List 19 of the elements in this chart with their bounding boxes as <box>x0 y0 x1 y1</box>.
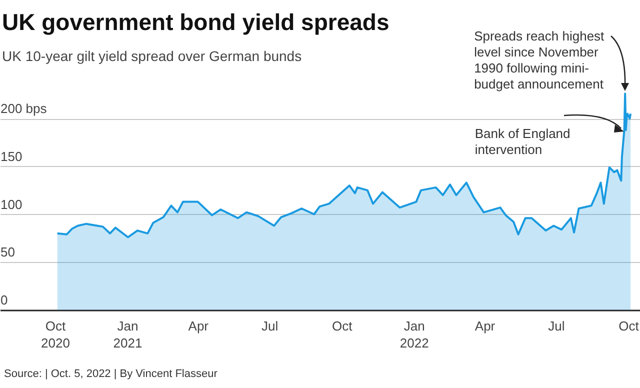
y-tick-label: 200 bps <box>0 101 48 116</box>
chart-title: UK government bond yield spreads <box>2 9 390 36</box>
x-tick-label: Oct <box>618 318 640 334</box>
y-tick-label: 100 <box>0 196 22 212</box>
x-tick-label: Jan 2021 <box>113 318 142 350</box>
x-tick-label: Oct 2020 <box>41 318 70 350</box>
x-tick-label: Jul <box>548 318 565 334</box>
x-tick-label: Oct <box>332 318 353 334</box>
x-tick-label: Jul <box>262 318 278 334</box>
source-note: Source: | Oct. 5, 2022 | By Vincent Flasseur <box>4 368 218 380</box>
y-tick-label: 0 <box>0 292 8 308</box>
x-tick-label: Jan 2022 <box>400 318 429 350</box>
x-tick-label: Apr <box>474 318 496 334</box>
annotation: Bank of England intervention <box>474 126 570 157</box>
annotation: Spreads reach highest level since November 1990 following mini-budget announcement <box>474 28 605 92</box>
y-tick-label: 150 <box>0 148 22 164</box>
chart-subtitle: UK 10-year gilt yield spread over German bunds <box>2 48 302 64</box>
y-tick-label: 50 <box>0 244 15 260</box>
x-tick-label: Apr <box>188 318 210 334</box>
